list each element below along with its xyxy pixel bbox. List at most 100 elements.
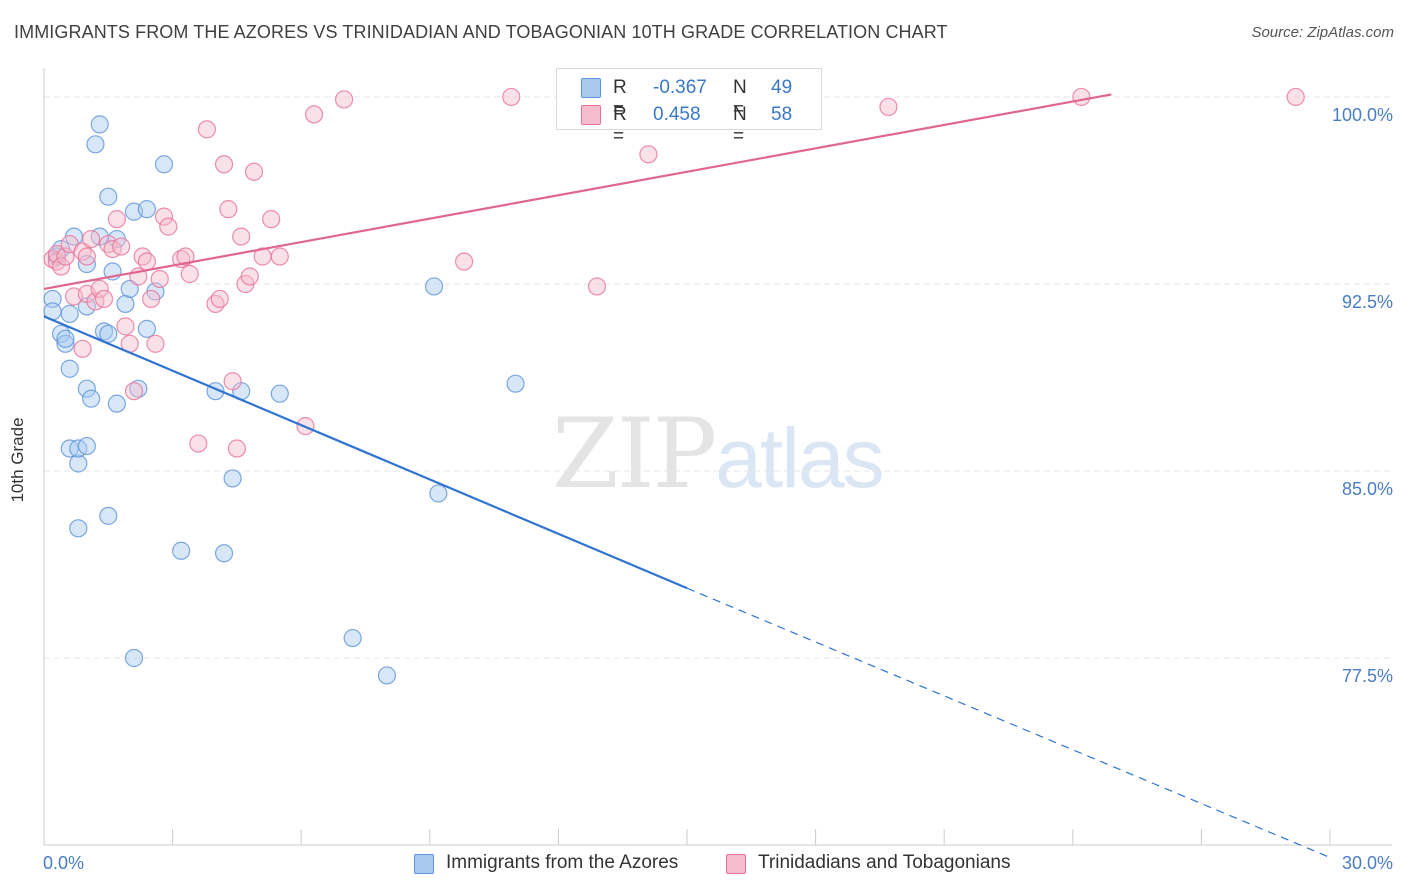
azores-point bbox=[86, 135, 105, 154]
trinidad-point bbox=[227, 439, 246, 458]
trinidad-point bbox=[304, 105, 324, 124]
azores-point bbox=[137, 319, 156, 338]
azores-point bbox=[82, 389, 101, 408]
trinidad-point bbox=[214, 155, 234, 174]
azores-trend-line-extension bbox=[686, 587, 1331, 859]
azores-point bbox=[99, 187, 118, 206]
trinidad-point bbox=[142, 289, 161, 309]
trinidad-trend-line bbox=[43, 93, 1112, 291]
trinidad-point bbox=[232, 227, 251, 246]
azores-point bbox=[90, 115, 109, 134]
trinidad-point bbox=[1286, 87, 1305, 107]
azores-point bbox=[69, 454, 88, 473]
azores-point bbox=[77, 436, 96, 456]
trinidad-point bbox=[1072, 87, 1091, 107]
azores-point bbox=[60, 304, 79, 323]
azores-point bbox=[77, 379, 96, 398]
azores-point bbox=[69, 519, 88, 538]
azores-point bbox=[172, 541, 191, 560]
trinidad-point bbox=[116, 317, 135, 336]
y-tick-label: 100.0% bbox=[1332, 105, 1393, 125]
azores-point bbox=[343, 628, 362, 648]
azores-point bbox=[107, 394, 126, 413]
trinidad-point bbox=[77, 247, 96, 266]
trinidad-point bbox=[94, 289, 114, 309]
trinidad-point bbox=[176, 247, 195, 266]
trinidad-point bbox=[334, 90, 354, 109]
y-tick-label: 92.5% bbox=[1342, 292, 1393, 312]
x-tick-label: 30.0% bbox=[1342, 853, 1393, 873]
trinidad-point bbox=[502, 87, 521, 107]
azores-point bbox=[429, 484, 448, 503]
azores-point bbox=[377, 666, 397, 685]
y-tick-label: 77.5% bbox=[1342, 666, 1393, 686]
series-legend-label-trinidad: Trinidadians and Tobagonians bbox=[758, 852, 1011, 873]
legend-r-label: R = bbox=[613, 104, 627, 147]
watermark-sub: atlas bbox=[715, 411, 884, 505]
chart-source: Source: ZipAtlas.com bbox=[1251, 24, 1394, 41]
trinidad-point bbox=[124, 382, 144, 401]
trinidad-point bbox=[240, 267, 259, 286]
trinidad-point bbox=[270, 247, 289, 266]
azores-point bbox=[99, 506, 118, 525]
legend-swatch-azores bbox=[581, 78, 601, 98]
trinidad-point bbox=[219, 200, 238, 219]
azores-trend-line bbox=[43, 315, 688, 590]
y-tick-label: 85.0% bbox=[1342, 479, 1393, 499]
trinidad-point bbox=[197, 120, 216, 139]
legend-r-value: -0.367 bbox=[653, 77, 707, 98]
azores-point bbox=[137, 200, 156, 219]
watermark-main: ZIP bbox=[552, 398, 717, 510]
trinidad-point bbox=[210, 289, 229, 309]
azores-point bbox=[270, 384, 289, 403]
azores-point bbox=[56, 329, 75, 348]
trinidad-point bbox=[587, 277, 607, 296]
trinidad-point bbox=[879, 97, 898, 117]
legend-swatch-trinidad bbox=[581, 105, 601, 125]
legend-n-value: 49 bbox=[771, 77, 793, 98]
trinidad-point bbox=[262, 210, 281, 229]
trinidad-point bbox=[112, 237, 131, 256]
azores-point bbox=[43, 289, 62, 309]
trinidad-point bbox=[73, 339, 92, 358]
trinidad-point bbox=[107, 210, 126, 229]
trinidad-point bbox=[146, 334, 165, 353]
series-legend-swatch-trinidad bbox=[726, 854, 746, 874]
azores-point bbox=[60, 359, 79, 378]
trinidad-point bbox=[137, 252, 156, 271]
trinidad-point bbox=[189, 434, 208, 453]
trinidad-point bbox=[244, 162, 264, 181]
trinidad-point bbox=[90, 279, 109, 299]
watermark: ZIPatlas bbox=[552, 398, 885, 510]
legend-n-label: N = bbox=[733, 104, 747, 147]
azores-point bbox=[56, 334, 75, 353]
azores-point bbox=[214, 544, 234, 563]
legend-n-value: 58 bbox=[771, 104, 793, 125]
azores-point bbox=[506, 374, 525, 393]
legend-n-label: N = bbox=[733, 77, 747, 120]
azores-point bbox=[223, 469, 242, 488]
chart-title: IMMIGRANTS FROM THE AZORES VS TRINIDADIA… bbox=[14, 22, 948, 42]
azores-point bbox=[99, 324, 118, 343]
azores-point bbox=[124, 648, 144, 668]
legend-r-value: 0.458 bbox=[653, 104, 701, 125]
trinidad-point bbox=[82, 229, 101, 249]
series-legend-label-azores: Immigrants from the Azores bbox=[446, 852, 679, 873]
azores-point bbox=[77, 297, 96, 316]
trinidad-point bbox=[52, 257, 71, 276]
legend-r-label: R = bbox=[613, 77, 627, 120]
azores-point bbox=[116, 294, 135, 314]
azores-point bbox=[424, 277, 444, 296]
trinidad-point bbox=[639, 145, 658, 164]
azores-point bbox=[154, 155, 174, 174]
series-legend-swatch-azores bbox=[414, 854, 434, 874]
azores-point bbox=[120, 279, 139, 299]
trinidad-point bbox=[154, 207, 174, 226]
stats-legend: R = -0.367 N = 49 R = 0.458 N = 58 bbox=[556, 68, 822, 147]
trinidad-point bbox=[159, 217, 178, 236]
trinidad-point bbox=[150, 269, 169, 289]
trinidad-point bbox=[454, 252, 474, 271]
trinidad-point bbox=[223, 372, 242, 391]
x-tick-label: 0.0% bbox=[43, 853, 84, 873]
